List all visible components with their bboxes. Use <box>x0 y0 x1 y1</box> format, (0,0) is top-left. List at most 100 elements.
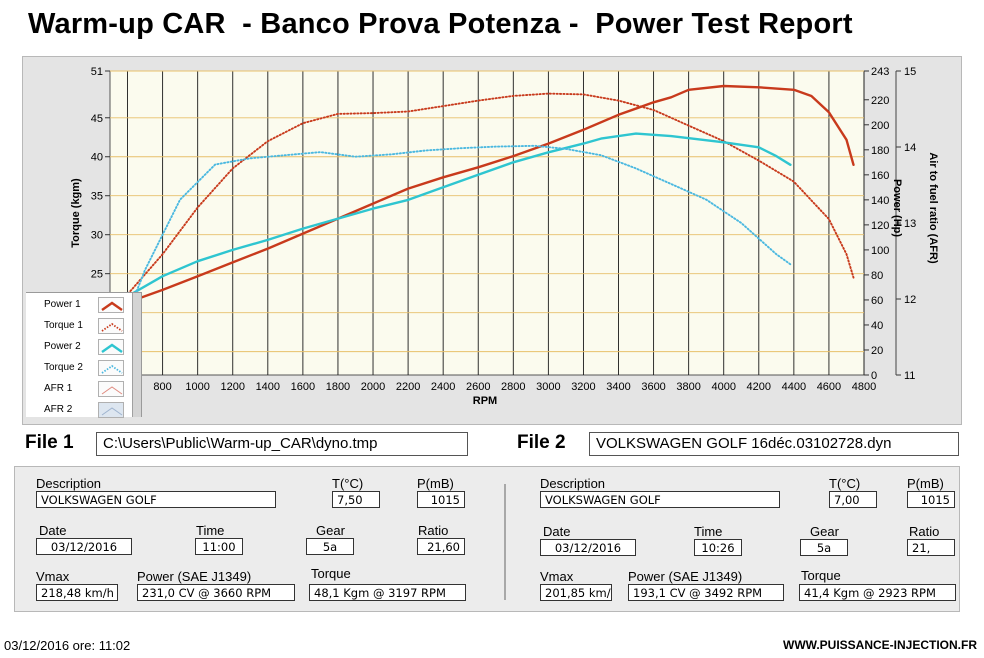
series-torque-2 <box>119 144 792 334</box>
x-tick-label: 800 <box>153 381 171 393</box>
y-afr-axis-title: Air to fuel ratio (AFR) <box>927 152 939 264</box>
legend-label: Power 1 <box>44 299 81 310</box>
run1-date-value: 03/12/2016 <box>36 538 132 555</box>
legend-item-afr-2[interactable]: AFR 2 <box>26 400 133 420</box>
file-2-label: File 2 <box>517 432 566 453</box>
legend-item-power-1[interactable]: Power 1 <box>26 295 133 315</box>
run2-date-label: Date <box>543 524 571 539</box>
x-axis-title: RPM <box>473 395 497 407</box>
legend-label: Torque 2 <box>44 362 83 373</box>
plot-area <box>109 70 865 376</box>
run2-gear-value: 5a <box>800 539 848 556</box>
x-tick-label: 3000 <box>536 381 560 393</box>
legend-swatch-torque-2 <box>98 360 124 376</box>
run2-temp-label: T(°C) <box>829 476 861 491</box>
y-afr-tick-label: 15 <box>904 66 916 78</box>
x-tick-label: 1000 <box>185 381 209 393</box>
x-tick-label: 2800 <box>501 381 525 393</box>
y-left-tick-label: 40 <box>91 152 103 164</box>
run1-pressure-value: 1015 <box>417 491 465 508</box>
y-right-tick-label: 100 <box>871 245 889 257</box>
y-left-tick-label: 25 <box>91 269 103 281</box>
y-right-tick-label: 243 <box>871 66 889 78</box>
run1-vmax-label: Vmax <box>36 569 70 584</box>
legend-scrollbar[interactable] <box>132 293 141 417</box>
x-tick-label: 4800 <box>852 381 876 393</box>
legend-swatch-torque-1 <box>98 318 124 334</box>
run1-temp-value: 7,50 <box>332 491 380 508</box>
run1-power-label: Power (SAE J1349) <box>137 569 252 584</box>
legend-item-torque-2[interactable]: Torque 2 <box>26 358 133 378</box>
legend-label: AFR 1 <box>44 383 73 394</box>
run2-pressure-label: P(mB) <box>907 476 944 491</box>
x-tick-label: 2000 <box>361 381 385 393</box>
legend-item-torque-1[interactable]: Torque 1 <box>26 316 133 336</box>
legend-item-afr-1[interactable]: AFR 1 <box>26 379 133 399</box>
run2-torque-label: Torque <box>801 568 841 583</box>
run1-ratio-label: Ratio <box>418 523 449 538</box>
x-tick-label: 1400 <box>256 381 280 393</box>
footer-datetime: 03/12/2016 ore: 11:02 <box>4 638 131 653</box>
run2-power-label: Power (SAE J1349) <box>628 569 743 584</box>
y-right-tick-label: 0 <box>871 370 877 382</box>
x-tick-label: 3400 <box>606 381 630 393</box>
report-title: Warm-up CAR - Banco Prova Potenza - Powe… <box>28 8 853 40</box>
run1-description-label: Description <box>36 476 102 491</box>
y-right-tick-label: 180 <box>871 145 889 157</box>
run2-pressure-value: 1015 <box>907 491 955 508</box>
run1-time-value: 11:00 <box>195 538 243 555</box>
footer-website[interactable]: WWW.PUISSANCE-INJECTION.FR <box>783 638 977 652</box>
y-right-tick-label: 200 <box>871 120 889 132</box>
run1-gear-label: Gear <box>316 523 345 538</box>
run-divider <box>504 484 506 600</box>
y-right-tick-label: 220 <box>871 95 889 107</box>
run1-pressure-label: P(mB) <box>417 476 454 491</box>
file-1-label: File 1 <box>25 432 74 453</box>
run1-gear-value: 5a <box>306 538 354 555</box>
run1-torque-value: 48,1 Kgm @ 3197 RPM <box>309 584 466 601</box>
y-afr-tick-label: 12 <box>904 294 916 306</box>
y-left-tick-label: 30 <box>91 230 103 242</box>
x-tick-label: 1600 <box>291 381 315 393</box>
run2-time-label: Time <box>694 524 723 539</box>
run1-description-value: VOLKSWAGEN GOLF <box>36 491 276 508</box>
series-torque-1 <box>116 92 855 308</box>
x-tick-label: 2200 <box>396 381 420 393</box>
legend-label: Torque 1 <box>44 320 83 331</box>
y-left-tick-label: 45 <box>91 113 103 125</box>
run1-vmax-value: 218,48 km/h <box>36 584 118 601</box>
run2-gear-label: Gear <box>810 524 839 539</box>
run2-description-label: Description <box>540 476 606 491</box>
series-power-2 <box>115 132 792 304</box>
x-tick-label: 3600 <box>641 381 665 393</box>
run2-vmax-value: 201,85 km/ <box>540 584 612 601</box>
run2-ratio-value: 21, <box>907 539 955 556</box>
y-right-tick-label: 120 <box>871 220 889 232</box>
x-tick-label: 4600 <box>817 381 841 393</box>
run1-temp-label: T(°C) <box>332 476 364 491</box>
y-right-tick-label: 80 <box>871 270 883 282</box>
run2-power-value: 193,1 CV @ 3492 RPM <box>628 584 784 601</box>
x-tick-label: 3800 <box>676 381 700 393</box>
run1-time-label: Time <box>196 523 225 538</box>
x-tick-label: 1800 <box>326 381 350 393</box>
x-tick-label: 2400 <box>431 381 455 393</box>
legend-label: Power 2 <box>44 341 81 352</box>
file-2-path: VOLKSWAGEN GOLF 16déc.03102728.dyn <box>589 432 959 456</box>
run2-description-value: VOLKSWAGEN GOLF <box>540 491 780 508</box>
legend-item-power-2[interactable]: Power 2 <box>26 337 133 357</box>
run2-ratio-label: Ratio <box>909 524 940 539</box>
y-right-tick-label: 60 <box>871 295 883 307</box>
y-left-axis-title: Torque (kgm) <box>70 178 82 248</box>
run1-ratio-value: 21,60 <box>417 538 465 555</box>
y-left-tick-label: 51 <box>91 66 103 78</box>
run2-date-value: 03/12/2016 <box>540 539 636 556</box>
x-tick-label: 4400 <box>782 381 806 393</box>
y-left-tick-label: 35 <box>91 191 103 203</box>
legend-swatch-afr-1 <box>98 381 124 397</box>
x-tick-label: 4200 <box>747 381 771 393</box>
y-right-tick-label: 20 <box>871 345 883 357</box>
y-right-axis-title: Power (Hp) <box>891 179 903 237</box>
x-tick-label: 4000 <box>711 381 735 393</box>
series-power-1 <box>115 84 855 308</box>
